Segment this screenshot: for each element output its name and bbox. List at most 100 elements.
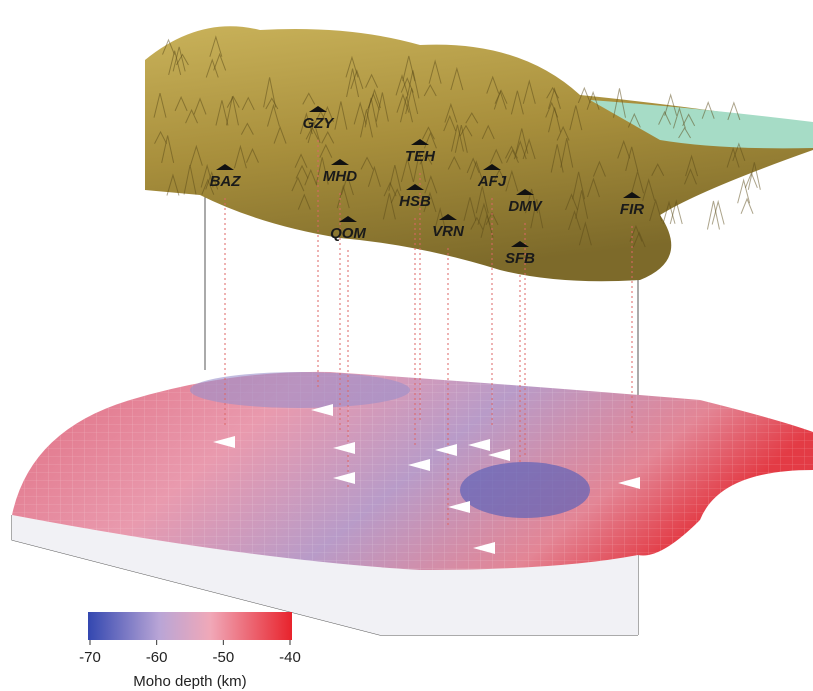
ridge — [510, 90, 524, 115]
ridge — [631, 169, 645, 194]
ridge — [617, 139, 631, 159]
ridge — [340, 174, 354, 196]
ridge — [546, 86, 560, 99]
moho-station-marker — [333, 442, 355, 454]
ridge — [319, 143, 333, 158]
ridge — [726, 147, 740, 168]
ridge — [423, 131, 437, 149]
ridge — [213, 52, 227, 71]
ridge — [463, 197, 477, 221]
station-marker — [439, 214, 457, 220]
ridge — [400, 96, 413, 123]
ridge — [632, 231, 646, 248]
station-marker — [309, 106, 327, 112]
colorbar-label: Moho depth (km) — [133, 673, 246, 690]
moho-station-marker — [213, 436, 235, 448]
ridge — [522, 79, 536, 104]
projection-lines — [224, 140, 633, 528]
ridge — [294, 153, 308, 168]
moho-station-marker — [311, 404, 333, 416]
ridge — [556, 125, 570, 141]
moho-station-marker — [435, 444, 457, 456]
ridge — [506, 149, 519, 163]
ridge — [547, 87, 561, 109]
ridge — [412, 152, 426, 182]
ridge — [390, 188, 404, 204]
ridge — [678, 126, 692, 139]
ridge — [241, 96, 255, 111]
ridge — [625, 146, 639, 172]
ridge — [489, 148, 503, 164]
ridge — [233, 144, 247, 169]
ridge — [486, 75, 500, 94]
ridge — [651, 163, 665, 176]
ridge — [240, 122, 254, 135]
ridge — [302, 92, 316, 105]
ridge — [153, 92, 167, 118]
moho-low — [460, 462, 590, 518]
ridge — [421, 126, 435, 140]
ridge — [494, 89, 508, 104]
ridge — [299, 112, 313, 135]
ridge — [669, 199, 683, 225]
station-label: VRN — [432, 223, 465, 240]
station-marker — [483, 164, 501, 170]
ridge — [459, 124, 473, 137]
ridge — [353, 101, 367, 125]
ridge — [273, 125, 287, 144]
ridge — [747, 162, 761, 190]
ridge — [530, 199, 544, 229]
ridge — [154, 130, 167, 144]
ridge — [711, 199, 725, 225]
ridge — [627, 112, 641, 128]
moho-station-marker — [618, 477, 640, 489]
ridge — [400, 156, 414, 182]
ridge — [684, 168, 697, 185]
ridge — [485, 211, 499, 226]
ridge — [515, 128, 529, 154]
ridge — [685, 154, 699, 177]
ridge — [447, 155, 461, 170]
ridge — [161, 135, 175, 163]
ridge — [305, 126, 319, 140]
ridge — [682, 113, 696, 127]
ridge — [176, 53, 189, 66]
station-label: MHD — [323, 168, 357, 185]
ridge — [475, 186, 489, 214]
ridge — [642, 178, 656, 201]
ridge — [569, 105, 583, 131]
ridge — [295, 164, 309, 179]
ridge — [649, 198, 663, 222]
station-label: BAZ — [210, 173, 242, 190]
ridge — [732, 142, 746, 162]
ridge — [575, 190, 589, 219]
moho-station-marker — [333, 472, 355, 484]
ridge — [522, 138, 536, 160]
ridge — [423, 83, 437, 97]
ridge — [246, 148, 259, 163]
colorbar-tick-label: -60 — [146, 649, 168, 666]
ridge — [193, 97, 207, 115]
ridge — [267, 103, 280, 127]
moho-mesh — [12, 371, 813, 570]
ridge — [215, 100, 229, 126]
ridge — [419, 152, 433, 165]
moho-station-marker — [468, 439, 490, 451]
ridge — [304, 168, 318, 186]
moho-station-marker — [473, 542, 495, 554]
ridge — [450, 124, 464, 152]
ridge — [444, 102, 458, 123]
station-marker — [411, 139, 429, 145]
ridge — [428, 59, 442, 84]
ridge — [586, 177, 600, 198]
ridge — [613, 88, 626, 118]
ridge — [388, 165, 402, 191]
ridge — [548, 107, 562, 133]
ridge — [345, 55, 359, 78]
ridge — [560, 138, 574, 168]
ridge — [568, 209, 581, 231]
ridge — [383, 181, 397, 197]
terrain-texture — [153, 35, 761, 248]
ridge — [481, 124, 495, 140]
ridge — [364, 97, 378, 128]
